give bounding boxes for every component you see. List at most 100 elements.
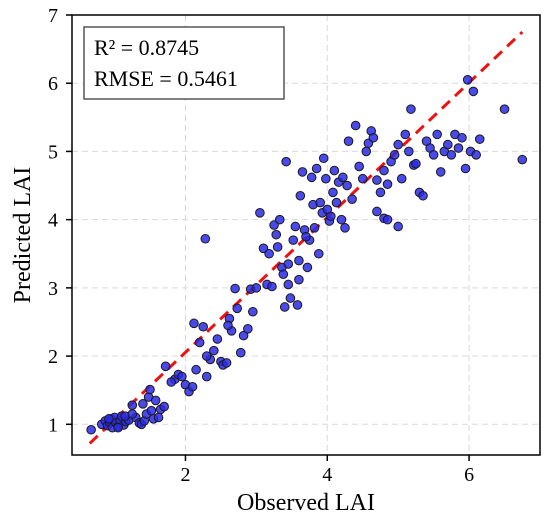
data-point: [379, 165, 389, 176]
data-point: [375, 187, 386, 198]
data-point: [382, 179, 393, 189]
data-point: [113, 422, 123, 433]
x-tick-label: 6: [464, 464, 474, 486]
data-point: [191, 364, 201, 375]
data-point: [209, 345, 219, 356]
data-point: [338, 172, 348, 183]
data-point: [150, 395, 161, 406]
data-point: [104, 414, 114, 424]
data-point: [243, 323, 253, 334]
data-point: [194, 337, 205, 348]
data-point: [279, 302, 290, 312]
data-point: [311, 163, 322, 174]
data-point: [201, 371, 212, 382]
data-point: [411, 158, 421, 169]
y-tick-label: 6: [48, 73, 58, 95]
data-point: [272, 242, 283, 252]
data-point: [297, 167, 308, 177]
data-point: [457, 132, 467, 143]
data-point: [393, 139, 403, 150]
data-point: [443, 139, 453, 150]
data-point: [318, 153, 329, 164]
data-point: [396, 173, 407, 184]
data-point: [474, 134, 485, 144]
data-point: [435, 167, 446, 177]
data-point: [428, 150, 439, 160]
data-point: [468, 86, 479, 97]
data-point: [328, 187, 338, 198]
data-point: [301, 231, 311, 242]
r-squared-text: R² = 0.8745: [94, 35, 199, 60]
x-tick-label: 4: [322, 464, 332, 486]
data-point: [235, 347, 246, 358]
data-point: [127, 409, 138, 419]
data-point: [404, 146, 414, 157]
data-point: [368, 132, 379, 143]
data-point: [329, 165, 340, 176]
data-point: [127, 400, 138, 411]
data-point: [406, 104, 416, 114]
data-point: [153, 412, 164, 423]
data-point: [201, 351, 212, 361]
x-tick-label: 2: [180, 464, 190, 486]
data-point: [295, 190, 306, 201]
data-point: [264, 248, 274, 259]
data-point: [281, 156, 291, 167]
data-point: [274, 214, 285, 225]
data-point: [372, 206, 382, 217]
data-point: [357, 173, 368, 184]
data-point: [86, 424, 96, 435]
data-point: [230, 283, 240, 294]
y-tick-label: 2: [48, 346, 58, 368]
rmse-text: RMSE = 0.5461: [94, 66, 238, 91]
data-point: [278, 269, 289, 280]
data-point: [462, 75, 473, 85]
data-point: [198, 321, 208, 332]
data-point: [350, 120, 361, 131]
y-tick-label: 1: [48, 414, 58, 436]
data-point: [382, 214, 393, 225]
data-point: [223, 320, 233, 331]
data-point: [389, 150, 400, 160]
y-tick-label: 7: [48, 5, 58, 27]
data-point: [393, 221, 403, 232]
data-point: [267, 281, 277, 292]
data-point: [372, 175, 382, 185]
data-point: [269, 220, 279, 230]
data-point: [290, 221, 301, 232]
stats-box: R² = 0.8745 RMSE = 0.5461: [83, 26, 285, 100]
y-tick-label: 5: [48, 141, 58, 163]
data-point: [313, 248, 324, 259]
data-point: [288, 235, 299, 245]
data-point: [221, 358, 232, 368]
data-point: [159, 401, 169, 412]
data-point: [294, 255, 304, 266]
data-point: [331, 197, 342, 208]
data-point: [347, 194, 357, 204]
stats-box-frame: [83, 26, 285, 100]
y-tick-label: 4: [48, 210, 58, 232]
data-point: [343, 136, 354, 147]
data-point: [460, 163, 471, 174]
data-point: [471, 150, 481, 160]
data-point: [517, 154, 528, 165]
data-point: [146, 405, 157, 416]
y-axis-label: Predicted LAI: [10, 167, 36, 304]
data-point: [271, 229, 282, 240]
data-point: [238, 330, 249, 341]
data-point: [418, 190, 428, 201]
data-point: [361, 146, 372, 157]
data-point: [342, 180, 352, 191]
data-point: [336, 214, 347, 225]
x-axis-ticks: 2 4 6: [180, 455, 474, 486]
data-point: [309, 223, 320, 233]
data-point: [315, 197, 325, 208]
data-point: [212, 334, 223, 344]
x-axis-label: Observed LAI: [237, 490, 375, 516]
data-point: [177, 371, 187, 382]
data-point: [251, 283, 262, 293]
data-point: [354, 161, 364, 172]
data-point: [283, 279, 294, 290]
data-point: [248, 306, 258, 317]
